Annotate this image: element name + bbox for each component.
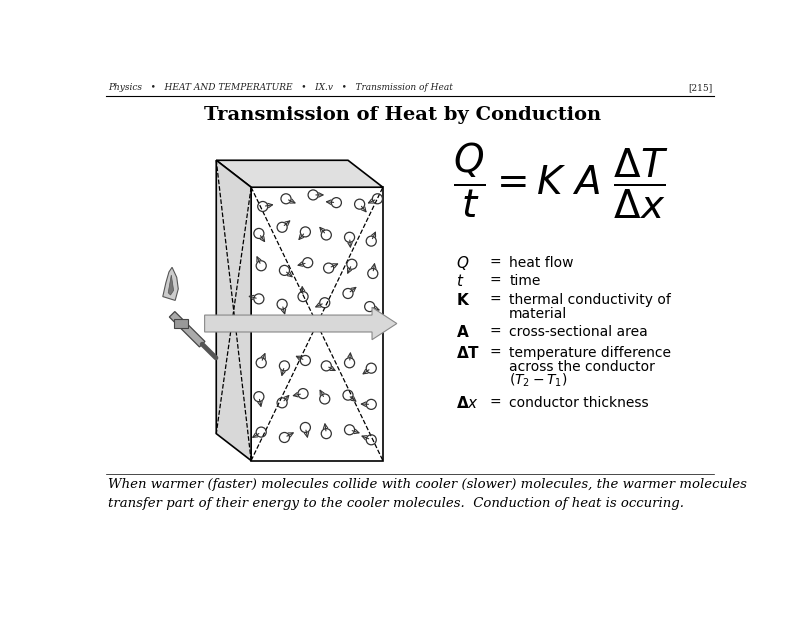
Text: =: = — [490, 255, 501, 270]
Text: When warmer (faster) molecules collide with cooler (slower) molecules, the warme: When warmer (faster) molecules collide w… — [108, 478, 746, 491]
Text: =: = — [490, 274, 501, 288]
Text: =: = — [490, 292, 501, 307]
Text: transfer part of their energy to the cooler molecules.  Conduction of heat is oc: transfer part of their energy to the coo… — [108, 497, 684, 510]
Text: $(\mathit{T}_2 - \mathit{T}_1)$: $(\mathit{T}_2 - \mathit{T}_1)$ — [510, 372, 568, 389]
Text: $\mathbf{\Delta \mathit{x}}$: $\mathbf{\Delta \mathit{x}}$ — [457, 395, 479, 411]
Text: material: material — [510, 307, 567, 320]
Text: conductor thickness: conductor thickness — [510, 396, 649, 410]
Text: across the conductor: across the conductor — [510, 360, 655, 374]
Polygon shape — [251, 187, 383, 460]
Text: $\mathbf{K}$: $\mathbf{K}$ — [457, 292, 470, 308]
Text: $\mathit{t}$: $\mathit{t}$ — [457, 273, 465, 289]
Text: time: time — [510, 274, 541, 288]
Bar — [174, 318, 188, 328]
Polygon shape — [216, 160, 383, 187]
Polygon shape — [162, 267, 178, 300]
Polygon shape — [216, 160, 251, 460]
Polygon shape — [170, 312, 205, 347]
Text: temperature difference: temperature difference — [510, 346, 671, 360]
Text: [215]: [215] — [688, 83, 712, 93]
Text: Physics   •   HEAT AND TEMPERATURE   •   IX.v   •   Transmission of Heat: Physics • HEAT AND TEMPERATURE • IX.v • … — [108, 83, 453, 93]
Text: thermal conductivity of: thermal conductivity of — [510, 292, 671, 307]
FancyArrow shape — [205, 307, 397, 340]
Text: =: = — [490, 396, 501, 410]
Text: =: = — [490, 325, 501, 339]
Text: $\mathbf{A}$: $\mathbf{A}$ — [457, 324, 470, 340]
Polygon shape — [168, 275, 174, 295]
Text: =: = — [490, 346, 501, 360]
Text: $\mathit{Q}$: $\mathit{Q}$ — [457, 254, 470, 271]
Text: cross-sectional area: cross-sectional area — [510, 325, 648, 339]
Text: Transmission of Heat by Conduction: Transmission of Heat by Conduction — [204, 106, 601, 125]
Text: $\dfrac{\mathit{Q}}{\mathit{t}} = \mathit{K}\ \mathit{A}\ \dfrac{\Delta \mathit{: $\dfrac{\mathit{Q}}{\mathit{t}} = \mathi… — [453, 141, 668, 221]
Text: heat flow: heat flow — [510, 255, 574, 270]
Text: $\mathbf{\Delta T}$: $\mathbf{\Delta T}$ — [457, 345, 481, 361]
